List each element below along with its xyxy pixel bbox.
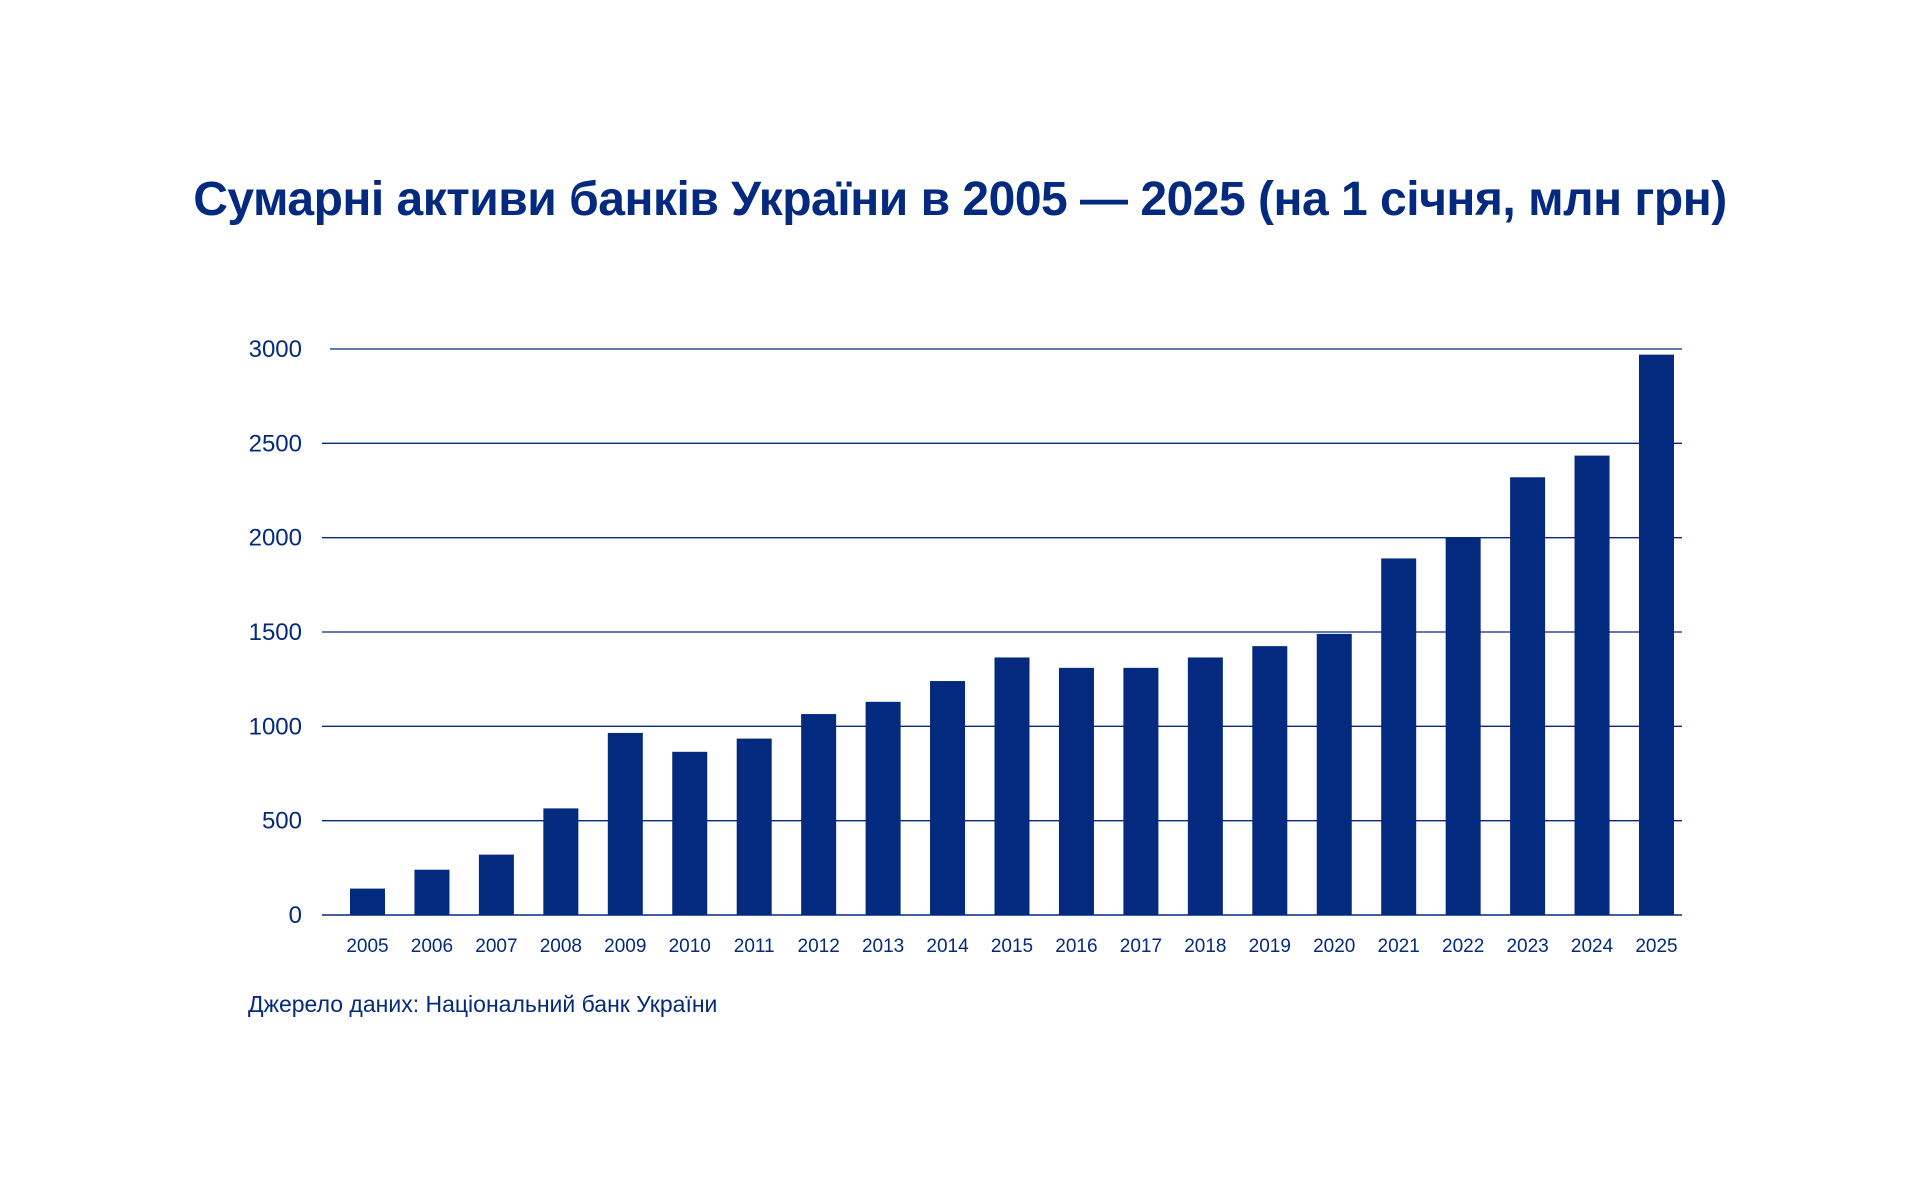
bar-2005 (350, 888, 385, 915)
bar-2012 (801, 714, 837, 915)
bar-2019 (1252, 646, 1288, 915)
bar-2017 (1123, 667, 1159, 915)
y-tick-label: 1000 (249, 713, 302, 740)
bar-2010 (672, 751, 708, 915)
x-tick-label: 2025 (1635, 936, 1677, 957)
bars (350, 354, 1674, 915)
x-tick-label: 2006 (411, 936, 453, 957)
x-tick-label: 2008 (540, 936, 582, 957)
y-tick-label: 500 (262, 808, 302, 835)
y-tick-label: 3000 (249, 336, 302, 363)
bar-2023 (1510, 477, 1546, 915)
bar-2015 (994, 657, 1030, 915)
x-tick-label: 2022 (1442, 936, 1484, 957)
y-axis-ticks: 0 500 1000 1500 2000 2500 3000 (249, 336, 302, 929)
bar-2020 (1316, 633, 1352, 915)
bar-2018 (1187, 657, 1223, 915)
x-tick-label: 2020 (1313, 936, 1355, 957)
bar-2024 (1574, 455, 1610, 915)
x-tick-label: 2017 (1120, 936, 1162, 957)
y-tick-label: 1500 (249, 619, 302, 646)
x-tick-label: 2007 (475, 936, 517, 957)
x-tick-label: 2009 (604, 936, 646, 957)
x-tick-label: 2016 (1055, 936, 1097, 957)
x-tick-label: 2013 (862, 936, 904, 957)
bar-2006 (414, 869, 450, 915)
x-axis-ticks: 2005 2006 2007 2008 2009 2010 2011 2012 2013 2014… (346, 936, 1677, 957)
x-tick-label: 2005 (346, 936, 388, 957)
x-tick-label: 2014 (926, 936, 969, 957)
bar-2011 (736, 738, 772, 915)
x-tick-label: 2024 (1571, 936, 1614, 957)
x-tick-label: 2012 (798, 936, 840, 957)
y-tick-label: 2000 (249, 525, 302, 552)
bar-2013 (865, 701, 901, 915)
x-tick-label: 2010 (669, 936, 711, 957)
y-tick-label: 2500 (249, 430, 302, 457)
x-tick-label: 2011 (734, 936, 775, 957)
x-tick-label: 2021 (1378, 936, 1420, 957)
x-tick-label: 2019 (1249, 936, 1291, 957)
chart-title: Сумарні активи банків України в 2005 — 2… (193, 173, 1727, 226)
bar-2016 (1058, 667, 1094, 915)
bar-2014 (930, 681, 966, 915)
bar-2022 (1445, 537, 1481, 915)
x-tick-label: 2023 (1506, 936, 1548, 957)
x-tick-label: 2018 (1184, 936, 1226, 957)
bar-2021 (1381, 558, 1417, 915)
bar-2025 (1639, 354, 1674, 915)
bar-2009 (607, 732, 643, 915)
bar-2007 (478, 854, 514, 915)
y-tick-label: 0 (289, 902, 302, 929)
x-tick-label: 2015 (991, 936, 1033, 957)
bar-2008 (543, 808, 579, 915)
data-source-note: Джерело даних: Національний банк України (248, 991, 718, 1017)
